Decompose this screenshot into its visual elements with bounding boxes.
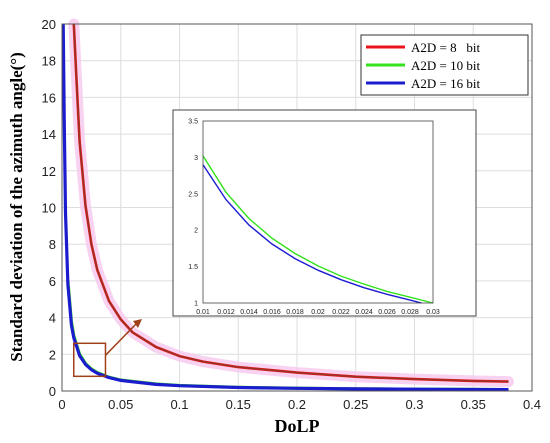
inset-x-tick-label: 0.014 xyxy=(240,309,258,316)
inset-line-10bit xyxy=(202,155,434,304)
x-tick-label: 0.4 xyxy=(523,397,541,412)
y-tick-label: 10 xyxy=(42,201,56,216)
inset-background xyxy=(172,109,477,317)
y-tick-label: 0 xyxy=(49,384,56,399)
inset-y-tick-label: 1.5 xyxy=(188,264,198,271)
x-axis-ticks: 0 0.05 0.1 0.15 0.2 0.25 0.3 0.35 0.4 xyxy=(58,397,541,412)
inset-x-tick-label: 0.026 xyxy=(378,309,396,316)
inset-y-tick-label: 3.5 xyxy=(188,119,198,126)
inset-x-tick-label: 0.024 xyxy=(355,309,373,316)
main-series xyxy=(61,23,509,392)
y-tick-label: 4 xyxy=(49,311,56,326)
x-tick-label: 0.3 xyxy=(405,397,423,412)
inset-y-tick-label: 3 xyxy=(194,155,198,162)
x-tick-label: 0 xyxy=(58,397,65,412)
series-line-16bit xyxy=(61,23,509,392)
series-line-8bit-overlay xyxy=(73,23,509,383)
x-tick-label: 0.1 xyxy=(170,397,188,412)
x-tick-label: 0.05 xyxy=(108,397,133,412)
inset-y-tick-label: 2.5 xyxy=(188,191,198,198)
inset-x-tick-label: 0.022 xyxy=(332,309,350,316)
inset-y-ticks: 1 1.5 2 2.5 3 3.5 xyxy=(188,119,198,308)
legend-label-10bit: A2D = 10 bit xyxy=(411,58,480,73)
y-tick-label: 16 xyxy=(42,90,56,105)
inset-x-tick-label: 0.016 xyxy=(263,309,281,316)
inset-x-tick-label: 0.01 xyxy=(196,309,210,316)
inset-line-16bit xyxy=(202,164,422,304)
inset-x-tick-label: 0.012 xyxy=(217,309,235,316)
zoom-annotation xyxy=(73,319,142,378)
y-tick-label: 18 xyxy=(42,54,56,69)
inset-series xyxy=(202,155,434,304)
y-axis-label: Standard deviation of the azimuth angle(… xyxy=(7,52,26,362)
y-tick-label: 20 xyxy=(42,17,56,32)
inset-chart: 0.01 0.012 0.014 0.016 0.018 0.02 0.022 0.024 0.… xyxy=(172,109,477,317)
y-tick-label: 8 xyxy=(49,237,56,252)
x-axis-label: DoLP xyxy=(275,416,320,436)
y-tick-label: 2 xyxy=(49,347,56,362)
legend-label-8bit: A2D = 8 bit xyxy=(411,40,480,55)
inset-x-tick-label: 0.02 xyxy=(311,309,325,316)
legend: A2D = 8 bit A2D = 10 bit A2D = 16 bit xyxy=(360,34,529,96)
zoom-box xyxy=(73,342,107,378)
x-tick-label: 0.2 xyxy=(288,397,306,412)
main-plot-frame xyxy=(61,23,533,392)
x-tick-label: 0.15 xyxy=(226,397,251,412)
y-tick-label: 12 xyxy=(42,164,56,179)
inset-y-tick-label: 1 xyxy=(194,301,198,308)
x-tick-label: 0.35 xyxy=(461,397,486,412)
y-tick-label: 6 xyxy=(49,274,56,289)
inset-x-ticks: 0.01 0.012 0.014 0.016 0.018 0.02 0.022 0.024 0.… xyxy=(196,309,440,316)
zoom-arrow-head xyxy=(133,319,142,328)
inset-x-tick-label: 0.018 xyxy=(286,309,304,316)
inset-frame xyxy=(202,120,434,304)
inset-x-tick-label: 0.028 xyxy=(401,309,419,316)
legend-label-16bit: A2D = 16 bit xyxy=(411,76,480,91)
x-tick-label: 0.25 xyxy=(343,397,368,412)
inset-x-tick-label: 0.03 xyxy=(426,309,440,316)
inset-y-tick-label: 2 xyxy=(194,228,198,235)
zoom-arrow-line xyxy=(104,321,139,356)
y-axis-ticks: 0 2 4 6 8 10 12 14 16 18 20 xyxy=(42,17,56,399)
y-tick-label: 14 xyxy=(42,127,56,142)
